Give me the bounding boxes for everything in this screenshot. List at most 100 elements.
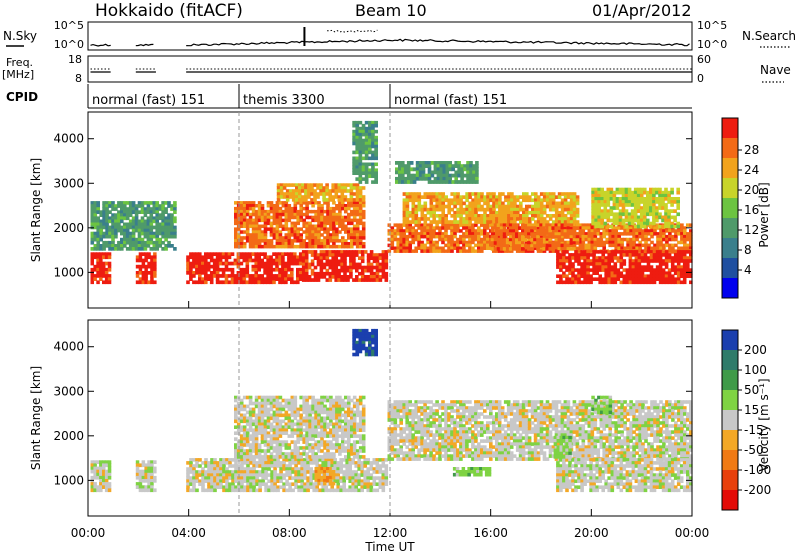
heat-cell [355, 159, 360, 164]
heat-cell [602, 229, 606, 233]
heat-cell [612, 212, 617, 217]
heat-cell [138, 264, 143, 269]
heat-cell [96, 488, 100, 493]
heat-cell [569, 210, 574, 215]
heat-cell [649, 200, 653, 204]
heat-cell [466, 161, 470, 165]
heat-cell [423, 232, 427, 236]
heat-cell [618, 209, 623, 213]
heat-cell [670, 187, 674, 192]
heat-cell [239, 224, 244, 228]
heat-cell [595, 250, 599, 254]
heat-cell [426, 246, 430, 250]
heat-cell [206, 267, 211, 272]
heat-cell [462, 226, 466, 230]
heat-cell [534, 195, 538, 199]
heat-cell [601, 280, 605, 285]
heat-cell [595, 271, 599, 275]
heat-cell [436, 173, 441, 178]
heat-cell [325, 253, 330, 257]
heat-cell [317, 204, 321, 208]
heat-cell [551, 244, 555, 248]
heat-cell [420, 214, 425, 218]
heat-cell [326, 221, 330, 226]
heat-cell [242, 277, 247, 281]
heat-cell [603, 200, 608, 204]
heat-cell [568, 256, 572, 260]
heat-cell [358, 126, 363, 131]
heat-cell [270, 482, 274, 486]
heat-cell [560, 226, 565, 230]
heat-cell [604, 268, 608, 272]
heat-cell [432, 220, 436, 224]
heat-cell [298, 183, 302, 187]
heat-cell [294, 461, 298, 465]
heat-cell [563, 240, 568, 245]
heat-cell [689, 271, 693, 275]
heat-cell [468, 234, 472, 239]
heat-cell [516, 214, 520, 218]
heat-cell [632, 229, 636, 233]
heat-cell [305, 242, 309, 246]
heat-cell [457, 161, 461, 165]
heat-cell [245, 236, 250, 240]
heat-cell [228, 461, 232, 465]
heat-cell [239, 280, 244, 285]
heat-cell [667, 280, 672, 285]
heat-cell [626, 237, 630, 242]
heat-cell [649, 203, 653, 207]
heat-cell [114, 244, 118, 248]
heat-cell [565, 268, 569, 272]
heat-cell [96, 201, 100, 205]
heat-cell [293, 221, 298, 226]
heat-cell [102, 234, 106, 239]
heat-cell [299, 218, 303, 223]
heat-cell [656, 234, 660, 239]
heat-cell [426, 210, 431, 215]
heat-cell [281, 209, 286, 214]
heat-cell [201, 280, 205, 285]
heat-cell [625, 268, 630, 272]
heat-cell [453, 214, 457, 218]
heat-cell [658, 200, 662, 204]
heat-cell [189, 277, 193, 281]
heat-cell [105, 231, 109, 236]
heat-cell [329, 227, 333, 231]
heat-cell [294, 470, 298, 474]
heat-cell [153, 488, 157, 493]
heat-cell [358, 221, 363, 226]
heat-cell [254, 218, 259, 223]
heat-cell [329, 224, 333, 228]
heat-cell [436, 170, 441, 175]
heat-cell [569, 192, 574, 196]
heat-cell [369, 250, 374, 254]
heat-cell [332, 201, 336, 205]
heat-cell [554, 241, 559, 245]
heat-cell [173, 204, 177, 208]
heat-cell [120, 228, 124, 233]
heat-cell [483, 210, 487, 215]
heat-cell [554, 195, 559, 199]
heat-cell [569, 241, 574, 245]
colorbar-tick-label: 20 [744, 183, 759, 197]
heat-cell [287, 230, 292, 234]
heat-cell [621, 212, 626, 217]
heat-cell [215, 264, 220, 269]
heat-cell [572, 247, 577, 251]
heat-cell [571, 265, 575, 269]
heat-cell [575, 195, 580, 199]
heat-cell [655, 187, 659, 192]
heat-cell [170, 225, 174, 230]
heat-cell [90, 213, 95, 217]
date-title: 01/Apr/2012 [592, 1, 692, 20]
heat-cell [358, 135, 363, 140]
heat-cell [270, 458, 274, 462]
heat-cell [590, 240, 595, 245]
heat-cell [300, 482, 304, 486]
heat-cell [366, 265, 371, 270]
heat-cell [390, 237, 395, 242]
heat-cell [453, 240, 457, 245]
heat-cell [574, 259, 578, 263]
heat-cell [140, 216, 145, 221]
heat-cell [213, 464, 217, 468]
